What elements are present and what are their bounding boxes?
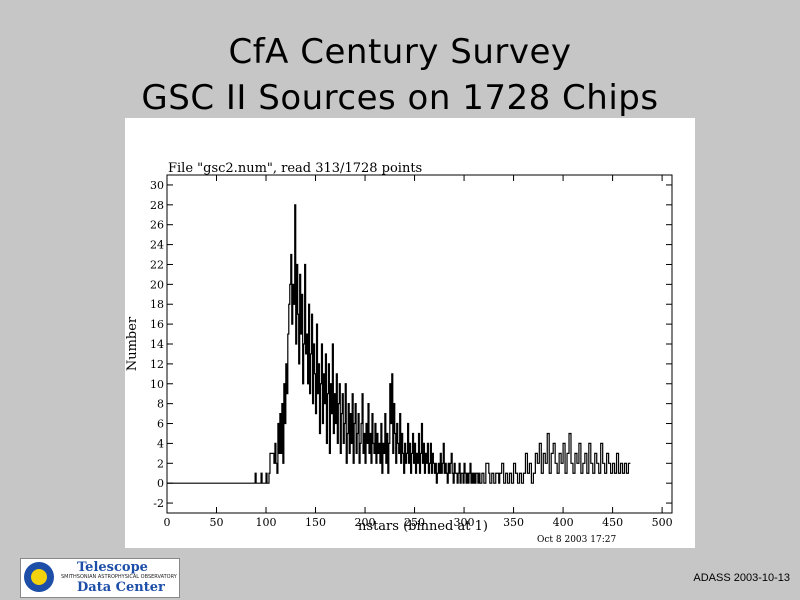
sun-logo-icon: [24, 562, 54, 592]
y-tick-label: 8: [157, 398, 164, 411]
x-tick-label: 50: [210, 516, 224, 529]
x-tick-label: 300: [454, 516, 475, 529]
y-tick-label: 24: [150, 239, 164, 252]
chart-header: File "gsc2.num", read 313/1728 points: [168, 161, 422, 176]
y-tick-label: 16: [150, 318, 164, 331]
chart-panel: File "gsc2.num", read 313/1728 points 0 5…: [125, 118, 695, 548]
y-tick-label: 20: [150, 278, 164, 291]
y-tick-label: 6: [157, 418, 164, 431]
x-tick-label: 150: [305, 516, 326, 529]
y-tick-label: -2: [153, 497, 164, 510]
y-tick-label: 30: [150, 179, 164, 192]
y-tick-label: 2: [157, 457, 164, 470]
y-tick-label: 0: [157, 477, 164, 490]
histogram-chart: File "gsc2.num", read 313/1728 points 0 5…: [125, 161, 673, 545]
slide-title-line2: GSC II Sources on 1728 Chips: [141, 78, 659, 118]
y-tick-label: 12: [150, 358, 164, 371]
y-tick-label: 28: [150, 199, 164, 212]
x-tick-label: 200: [355, 516, 376, 529]
y-tick-label: 10: [150, 378, 164, 391]
slide-title-line1: CfA Century Survey: [228, 32, 572, 72]
footer-conference-label: ADASS 2003-10-13: [693, 572, 790, 584]
y-axis-label: Number: [125, 316, 140, 371]
y-tick-label: 22: [150, 258, 164, 271]
x-tick-label: 250: [404, 516, 425, 529]
telescope-data-center-logo: Telescope SMITHSONIAN ASTROPHYSICAL OBSE…: [20, 558, 180, 598]
x-tick-label: 350: [503, 516, 524, 529]
x-tick-label: 400: [553, 516, 574, 529]
x-axis-label: nstars (binned at 1): [358, 519, 488, 534]
x-tick-label: 450: [602, 516, 623, 529]
y-tick-label: 4: [157, 437, 164, 450]
x-tick-label: 0: [164, 516, 171, 529]
chart-timestamp: Oct 8 2003 17:27: [537, 535, 616, 545]
histogram-series-line: [167, 204, 631, 484]
x-tick-label: 500: [652, 516, 673, 529]
logo-text-telescope: Telescope: [77, 560, 148, 575]
y-tick-label: 14: [150, 338, 164, 351]
y-tick-label: 26: [150, 219, 164, 232]
x-axis: 0 50 100 150 200 250 300 350 400 450 500: [164, 175, 673, 529]
x-tick-label: 100: [256, 516, 277, 529]
logo-text-sao: SMITHSONIAN ASTROPHYSICAL OBSERVATORY: [61, 574, 177, 580]
logo-text-data-center: Data Center: [77, 580, 165, 595]
y-tick-label: 18: [150, 298, 164, 311]
